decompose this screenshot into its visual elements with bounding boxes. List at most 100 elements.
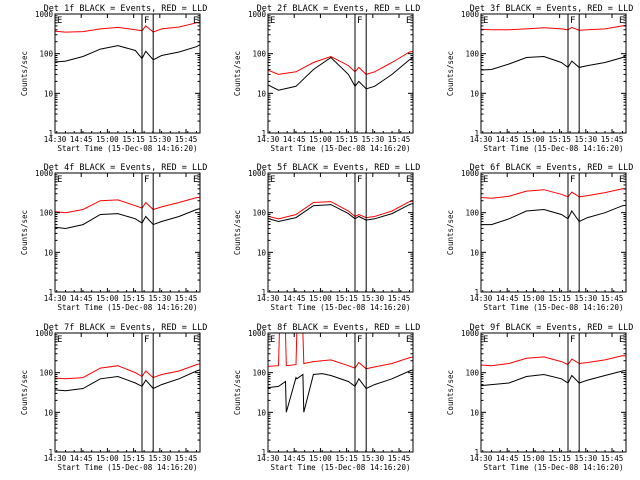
axes-frame — [54, 172, 201, 293]
y-tick-label: 1 — [474, 288, 479, 297]
y-axis-label: Counts/sec — [446, 210, 455, 255]
x-tick-label: 14:30 — [44, 454, 67, 463]
events-series-line — [268, 369, 413, 413]
x-axis-label: Start Time (15-Dec-08 14:16:20) — [271, 303, 411, 312]
y-tick-label: 100 — [252, 50, 266, 59]
x-tick-label: 14:45 — [70, 454, 93, 463]
x-tick-label: 15:30 — [575, 135, 598, 144]
marker-label: F — [144, 335, 149, 345]
lld-series-line — [55, 21, 200, 33]
y-tick-label: 1000 — [248, 10, 267, 19]
lld-series-line — [268, 200, 413, 220]
marker-label: E — [57, 335, 62, 345]
y-tick-label: 1 — [474, 448, 479, 457]
x-axis-label: Start Time (15-Dec-08 14:16:20) — [58, 144, 198, 153]
x-tick-label: 14:30 — [44, 294, 67, 303]
y-axis-label: Counts/sec — [233, 51, 242, 96]
y-tick-label: 1000 — [248, 329, 267, 338]
marker-label: E — [270, 16, 275, 26]
y-tick-label: 1 — [261, 129, 266, 138]
y-tick-label: 10 — [257, 89, 267, 98]
x-tick-label: 14:45 — [70, 294, 93, 303]
chart-panel: Det 3f BLACK = Events, RED = LLD E F E 14:30… — [446, 4, 633, 153]
y-tick-label: 1000 — [461, 169, 480, 178]
y-tick-label: 1 — [48, 288, 53, 297]
y-tick-label: 1000 — [248, 169, 267, 178]
marker-label: E — [406, 335, 411, 345]
x-tick-label: 15:15 — [335, 294, 358, 303]
x-tick-label: 15:00 — [309, 454, 332, 463]
y-axis-label: Counts/sec — [20, 51, 29, 96]
x-tick-label: 14:45 — [496, 294, 519, 303]
marker-label: E — [483, 16, 488, 26]
x-tick-label: 15:15 — [335, 135, 358, 144]
x-tick-label: 15:45 — [388, 135, 411, 144]
axes-frame — [480, 172, 627, 293]
chart-panel: Det 4f BLACK = Events, RED = LLD E F E 14:30… — [20, 163, 207, 312]
x-axis-label: Start Time (15-Dec-08 14:16:20) — [271, 144, 411, 153]
chart-title: Det 8f BLACK = Events, RED = LLD — [257, 323, 421, 333]
y-tick-label: 10 — [257, 408, 267, 417]
y-tick-label: 100 — [39, 209, 53, 218]
chart-panel: Det 2f BLACK = Events, RED = LLD E F E 14:30… — [233, 4, 420, 153]
x-tick-label: 14:30 — [470, 135, 493, 144]
x-tick-label: 15:15 — [122, 135, 145, 144]
chart-title: Det 9f BLACK = Events, RED = LLD — [470, 323, 634, 333]
marker-label: E — [270, 335, 275, 345]
x-tick-label: 15:30 — [149, 135, 172, 144]
x-tick-label: 15:30 — [575, 454, 598, 463]
y-tick-label: 100 — [465, 209, 479, 218]
chart-panel: Det 1f BLACK = Events, RED = LLD E F E 14:30… — [20, 4, 207, 153]
y-tick-label: 1 — [48, 448, 53, 457]
marker-label: E — [270, 175, 275, 185]
x-tick-label: 14:45 — [496, 454, 519, 463]
x-tick-label: 14:45 — [496, 135, 519, 144]
x-tick-label: 14:45 — [70, 135, 93, 144]
x-tick-label: 15:00 — [522, 454, 545, 463]
x-tick-label: 15:45 — [388, 454, 411, 463]
marker-label: F — [144, 175, 149, 185]
x-tick-label: 15:15 — [548, 454, 571, 463]
lld-series-line — [481, 188, 626, 199]
x-tick-label: 14:30 — [257, 294, 280, 303]
axes-frame — [480, 332, 627, 453]
x-tick-label: 15:45 — [175, 294, 198, 303]
axes-frame — [54, 332, 201, 453]
x-tick-label: 15:15 — [122, 454, 145, 463]
x-tick-label: 15:15 — [548, 135, 571, 144]
y-tick-label: 100 — [465, 369, 479, 378]
marker-label: E — [193, 16, 198, 26]
marker-label: F — [357, 16, 362, 26]
marker-label: E — [193, 175, 198, 185]
y-tick-label: 1 — [261, 448, 266, 457]
marker-label: F — [570, 335, 575, 345]
y-tick-label: 100 — [39, 369, 53, 378]
lld-series-line — [481, 24, 626, 31]
y-tick-label: 10 — [470, 408, 480, 417]
x-tick-label: 15:30 — [575, 294, 598, 303]
marker-label: E — [483, 175, 488, 185]
marker-label: E — [193, 335, 198, 345]
marker-label: E — [57, 16, 62, 26]
x-tick-label: 15:00 — [309, 294, 332, 303]
lld-series-line — [268, 50, 413, 75]
x-tick-label: 15:00 — [96, 294, 119, 303]
lld-series-line — [481, 355, 626, 367]
marker-label: F — [144, 16, 149, 26]
y-tick-label: 100 — [39, 50, 53, 59]
marker-label: E — [619, 175, 624, 185]
series-group — [268, 333, 413, 413]
x-tick-label: 15:15 — [122, 294, 145, 303]
x-tick-label: 15:15 — [548, 294, 571, 303]
chart-title: Det 4f BLACK = Events, RED = LLD — [44, 163, 208, 173]
x-axis-label: Start Time (15-Dec-08 14:16:20) — [484, 303, 624, 312]
x-tick-label: 15:30 — [362, 454, 385, 463]
x-tick-label: 14:30 — [257, 135, 280, 144]
x-tick-label: 14:30 — [470, 454, 493, 463]
x-tick-label: 15:45 — [601, 135, 624, 144]
y-axis-label: Counts/sec — [20, 370, 29, 415]
y-axis-label: Counts/sec — [446, 51, 455, 96]
y-axis-label: Counts/sec — [446, 370, 455, 415]
x-axis-label: Start Time (15-Dec-08 14:16:20) — [484, 144, 624, 153]
